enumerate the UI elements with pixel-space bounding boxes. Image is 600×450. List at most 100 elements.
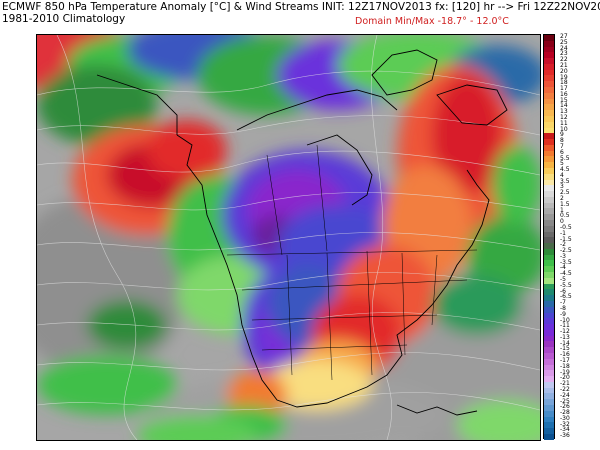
wind-streamlines: [37, 35, 540, 440]
colorbar-cell: [544, 324, 554, 330]
colorbar-tick-label: 19: [560, 73, 568, 81]
colorbar-tick-label: -34: [560, 426, 570, 434]
colorbar-tick-label: -12: [560, 328, 570, 336]
colorbar-tick-label: -36: [560, 432, 570, 440]
colorbar-tick-label: 1: [560, 206, 564, 214]
colorbar-tick-label: -15: [560, 345, 570, 353]
domain-minmax-note: Domain Min/Max -18.7° - 12.0°C: [355, 16, 509, 27]
colorbar-tick-label: 17: [560, 85, 568, 93]
colorbar-cell: [544, 352, 554, 359]
colorbar-tick-label: 2.5: [560, 189, 570, 197]
colorbar-cell: [544, 87, 554, 93]
anomaly-field: [37, 35, 540, 440]
title-line-1: ECMWF 850 hPa Temperature Anomaly [°C] &…: [2, 1, 600, 13]
colorbar-cell: [544, 370, 554, 377]
colorbar-cell: [544, 289, 554, 296]
colorbar-cell: [544, 376, 554, 382]
anomaly-map: [36, 34, 541, 441]
colorbar-cell: [544, 260, 554, 267]
colorbar-tick-label: -18: [560, 362, 570, 370]
colorbar-cell: [544, 167, 554, 174]
colorbar-cell: [544, 428, 554, 434]
colorbar-cell: [544, 387, 554, 394]
colorbar-tick-label: 10: [560, 125, 568, 133]
colorbar-tick-label: 0.5: [560, 212, 570, 220]
colorbar-cell: [544, 156, 554, 163]
colorbar-cell: [544, 422, 554, 429]
colorbar-cell: [544, 92, 554, 99]
colorbar-tick-label: 4: [560, 171, 564, 179]
colorbar-tick-label: -11: [560, 322, 570, 330]
colorbar-tick-label: -3.5: [560, 258, 572, 266]
colorbar-tick-label: 22: [560, 56, 568, 64]
colorbar-tick-label: 18: [560, 79, 568, 87]
colorbar-tick-label: 15: [560, 96, 568, 104]
colorbar-cell: [544, 318, 554, 325]
coastlines: [96, 49, 508, 416]
colorbar-cell: [544, 150, 554, 157]
colorbar-tick-label: -2: [560, 241, 566, 249]
colorbar-cell: [544, 283, 554, 290]
colorbar-cell: [544, 358, 554, 365]
colorbar-tick-label: -21: [560, 380, 570, 388]
colorbar-tick-label: 24: [560, 44, 568, 52]
colorbar-tick-label: -3: [560, 252, 566, 260]
colorbar-cell: [544, 364, 554, 371]
colorbar-tick-label: 23: [560, 50, 568, 58]
colorbar-tick-label: 5.5: [560, 154, 570, 162]
colorbar-cell: [544, 115, 554, 122]
colorbar-cell: [544, 405, 554, 411]
colorbar-cell: [544, 121, 554, 128]
colorbar-cell: [544, 98, 554, 105]
colorbar-cell: [544, 104, 554, 111]
colorbar-tick-label: 27: [560, 33, 568, 40]
colorbar-cell: [544, 410, 554, 417]
colorbar-cell: [544, 196, 554, 203]
colorbar-cell: [544, 300, 554, 307]
colorbar-tick-label: -32: [560, 420, 570, 428]
colorbar-cell: [544, 231, 554, 238]
colorbar-tick-label: 6: [560, 148, 564, 156]
colorbar-cell: [544, 335, 554, 342]
colorbar-tick-label: -30: [560, 414, 570, 422]
colorbar-tick-label: 4.5: [560, 166, 570, 174]
colorbar-tick-label: -25: [560, 397, 570, 405]
colorbar-cell: [544, 144, 554, 151]
colorbar-cell: [544, 433, 554, 440]
colorbar-tick-label: 9: [560, 131, 564, 139]
colorbar-cell: [544, 416, 554, 423]
colorbar-tick-label: 2: [560, 195, 564, 202]
colorbar-cell: [544, 243, 554, 249]
colorbar-cell: [544, 214, 554, 220]
colorbar-tick-label: -0.5: [560, 223, 572, 231]
colorbar-tick-label: 3.5: [560, 177, 570, 185]
colorbar-tick-label: -9: [560, 310, 566, 318]
colorbar-cell: [544, 248, 554, 255]
colorbar-cell: [544, 127, 554, 134]
colorbar-tick-label: 8: [560, 137, 564, 145]
colorbar-tick-label: -6: [560, 287, 566, 295]
colorbar-cell: [544, 185, 554, 192]
colorbar-cell: [544, 381, 554, 388]
colorbar-tick-label: 13: [560, 108, 568, 116]
colorbar-tick-label: -10: [560, 316, 570, 324]
colorbar-tick-label: 20: [560, 67, 568, 75]
colorbar-tick-label: 14: [560, 102, 568, 110]
colorbar-cell: [544, 35, 554, 41]
colorbar: [543, 34, 555, 440]
colorbar-tick-label: -14: [560, 339, 570, 347]
colorbar-cell: [544, 173, 554, 180]
colorbar-tick-label: 5: [560, 160, 564, 168]
colorbar-tick-label: -1: [560, 229, 566, 237]
colorbar-cell: [544, 110, 554, 116]
colorbar-tick-label: -22: [560, 385, 570, 393]
colorbar-cell: [544, 393, 554, 400]
colorbar-tick-label: -28: [560, 409, 570, 417]
colorbar-cell: [544, 306, 554, 313]
colorbar-tick-label: 11: [560, 119, 568, 127]
colorbar-cell: [544, 254, 554, 261]
colorbar-tick-label: -16: [560, 351, 570, 359]
colorbar-tick-label: 12: [560, 114, 568, 121]
colorbar-tick-label: 25: [560, 38, 568, 46]
colorbar-cell: [544, 202, 554, 209]
